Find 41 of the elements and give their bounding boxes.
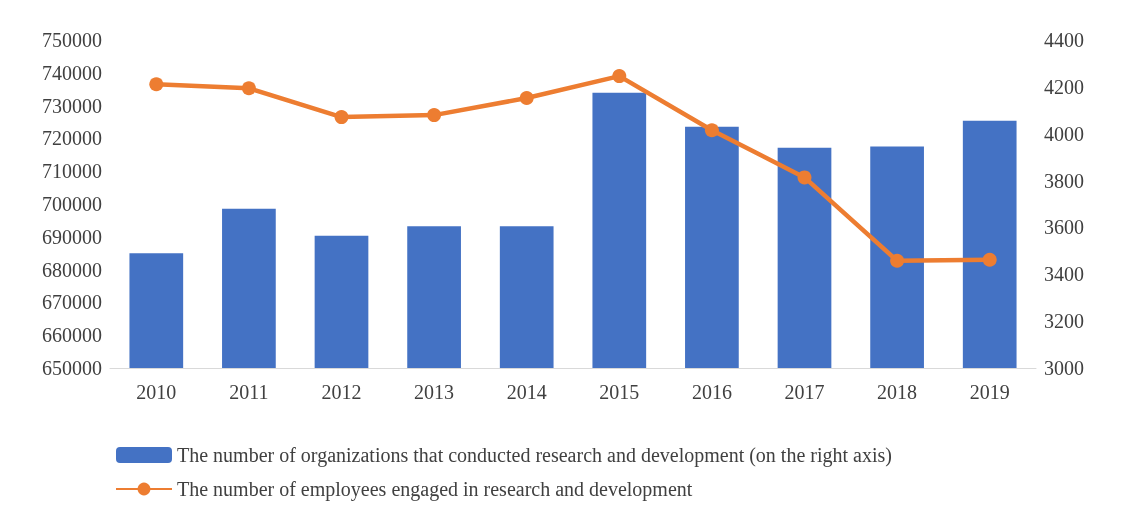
point [612, 69, 627, 84]
x-tick-label: 2017 [784, 381, 825, 403]
point [704, 123, 719, 138]
y-tick-label: 690000 [42, 225, 102, 248]
point [149, 77, 164, 92]
point [797, 170, 812, 185]
x-tick-label: 2010 [136, 381, 177, 403]
x-tick-label: 2019 [969, 381, 1010, 403]
point [241, 81, 256, 96]
y2-tick-label: 3000 [1044, 357, 1084, 379]
point [982, 252, 997, 267]
legend-label: The number of organizations that conducted research and development (on the right axis) [177, 444, 892, 467]
y2-tick-label: 3600 [1044, 216, 1084, 239]
x-tick-label: 2015 [599, 381, 640, 403]
y2-tick-label: 4400 [1044, 29, 1084, 51]
x-tick-label: 2016 [691, 381, 732, 403]
y2-tick-label: 3800 [1044, 169, 1084, 192]
x-tick-label: 2014 [506, 381, 547, 403]
y-tick-label: 740000 [42, 61, 102, 84]
y-tick-label: 670000 [42, 291, 102, 314]
y2-tick-label: 3400 [1044, 263, 1084, 286]
legend-label: The number of employees engaged in research and development [177, 478, 693, 501]
y-tick-label: 710000 [42, 160, 102, 183]
y-tick-label: 660000 [42, 324, 102, 347]
point [890, 253, 905, 268]
y2-tick-label: 4200 [1044, 75, 1084, 98]
y2-tick-label: 3200 [1044, 310, 1084, 333]
y-tick-label: 750000 [42, 29, 102, 51]
point [427, 108, 442, 123]
x-tick-label: 2013 [414, 381, 455, 403]
point [334, 110, 349, 125]
x-tick-label: 2012 [321, 381, 362, 403]
x-tick-label: 2011 [229, 381, 269, 403]
point [519, 91, 534, 106]
y-tick-label: 720000 [42, 127, 102, 150]
y-tick-label: 730000 [42, 94, 102, 117]
y2-tick-label: 4000 [1044, 122, 1084, 145]
y-tick-label: 680000 [42, 258, 102, 281]
y-tick-label: 650000 [42, 357, 102, 379]
y-tick-label: 700000 [42, 193, 102, 215]
x-tick-label: 2018 [877, 381, 918, 403]
